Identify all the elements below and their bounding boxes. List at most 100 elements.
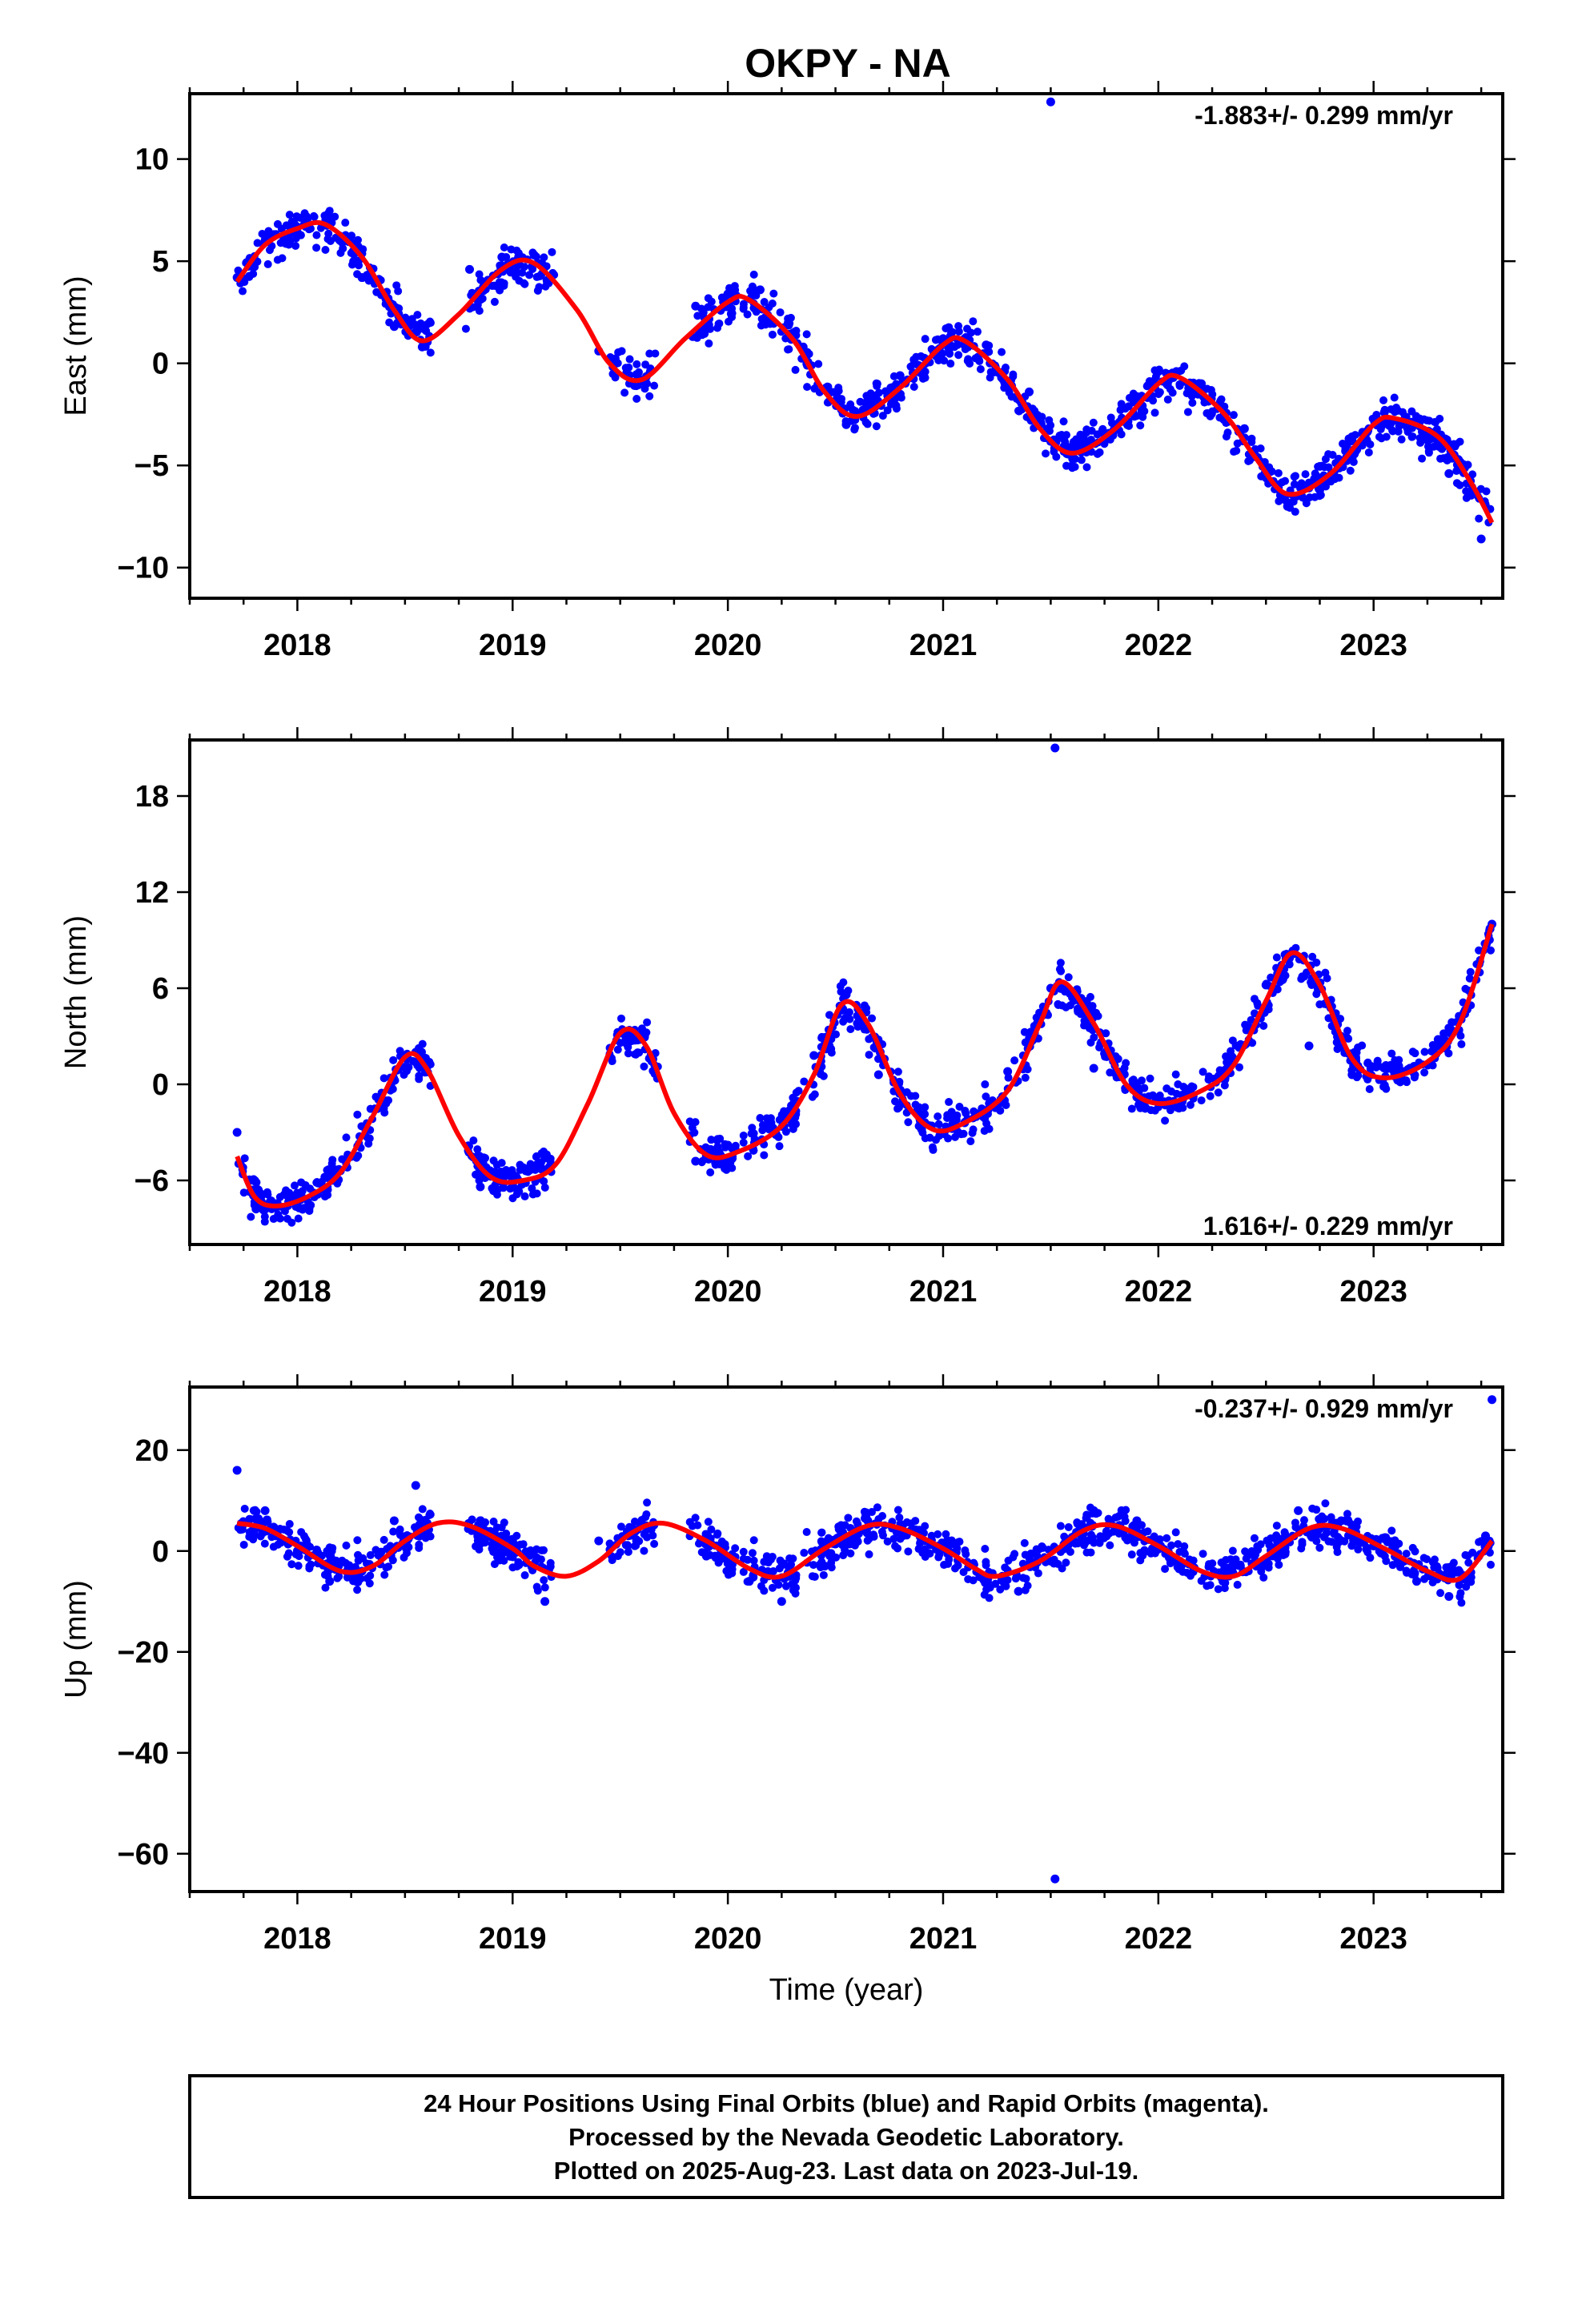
north-data-point bbox=[1347, 1070, 1357, 1080]
up-rate-label: -0.237+/- 0.929 mm/yr bbox=[1195, 1394, 1453, 1423]
north-x-tick-label: 2023 bbox=[1339, 1275, 1407, 1309]
footer-line-2: Processed by the Nevada Geodetic Laborat… bbox=[568, 2123, 1124, 2151]
north-data-point bbox=[691, 1156, 701, 1166]
up-data-point bbox=[508, 1536, 517, 1546]
footer-frame bbox=[188, 2074, 1504, 2199]
east-data-point bbox=[1197, 379, 1207, 388]
north-x-tick-label: 2021 bbox=[909, 1275, 978, 1309]
north-plot-frame bbox=[188, 738, 1504, 1246]
up-x-tick-label: 2020 bbox=[694, 1922, 762, 1956]
up-data-point bbox=[1294, 1506, 1303, 1515]
north-data-point bbox=[1175, 1102, 1185, 1112]
north-data-point bbox=[379, 1104, 388, 1113]
east-point-cloud bbox=[234, 207, 1495, 527]
up-data-point bbox=[1050, 1874, 1060, 1884]
north-data-point bbox=[1089, 1063, 1098, 1073]
up-data-point bbox=[325, 1577, 335, 1586]
east-plot-frame bbox=[188, 92, 1504, 600]
up-panel: 2018 2019 2020 2021 2022 2023 20 0 −20 −40 −60 Up (… bbox=[59, 1374, 1516, 2007]
east-data-point bbox=[1154, 367, 1163, 376]
east-data-point bbox=[465, 264, 475, 274]
east-y-tick-label: 0 bbox=[152, 348, 169, 381]
north-data-point bbox=[766, 1118, 776, 1128]
up-y-tick-label: −20 bbox=[118, 1636, 169, 1670]
north-y-axis-label: North (mm) bbox=[59, 915, 93, 1069]
up-y-axis-label: Up (mm) bbox=[59, 1580, 93, 1699]
north-data-point bbox=[1433, 1035, 1443, 1044]
east-data-point bbox=[529, 250, 539, 259]
east-x-tick-label: 2018 bbox=[263, 629, 331, 662]
up-data-point bbox=[1089, 1506, 1098, 1515]
up-x-axis-label: Time (year) bbox=[769, 1973, 924, 2007]
north-data-point bbox=[540, 1153, 550, 1163]
east-x-tick-label: 2023 bbox=[1339, 629, 1407, 662]
up-x-tick-label: 2022 bbox=[1125, 1922, 1193, 1956]
east-y-tick-label: 5 bbox=[152, 245, 169, 279]
east-data-point bbox=[841, 420, 851, 429]
up-x-tick-label: 2018 bbox=[263, 1922, 331, 1956]
east-y-tick-label: −10 bbox=[118, 552, 169, 585]
east-data-point bbox=[417, 342, 427, 352]
up-data-point bbox=[1411, 1577, 1421, 1586]
east-x-tick-label: 2020 bbox=[694, 629, 762, 662]
east-x-tick-label: 2022 bbox=[1125, 629, 1193, 662]
up-data-point bbox=[820, 1562, 829, 1571]
east-data-point bbox=[1046, 97, 1055, 107]
north-data-point bbox=[809, 1051, 819, 1060]
east-rate-label: -1.883+/- 0.299 mm/yr bbox=[1195, 101, 1453, 130]
east-data-point bbox=[389, 322, 399, 332]
east-data-point bbox=[1379, 408, 1389, 417]
east-fit-line bbox=[235, 219, 1495, 525]
footer-line-1: 24 Hour Positions Using Final Orbits (bl… bbox=[424, 2089, 1269, 2117]
north-y-tick-label: 18 bbox=[135, 780, 169, 814]
up-x-tick-label: 2019 bbox=[479, 1922, 547, 1956]
east-panel: 2018 2019 2020 2021 2022 2023 10 5 0 −5 −10 East (m… bbox=[59, 81, 1516, 662]
north-panel: 2018 2019 2020 2021 2022 2023 18 12 6 0 −6 North (m… bbox=[59, 727, 1516, 1309]
east-y-tick-label: 10 bbox=[135, 143, 169, 177]
up-data-point bbox=[476, 1516, 485, 1526]
north-fit-line bbox=[235, 923, 1495, 1209]
east-y-tick-label: −5 bbox=[135, 449, 169, 483]
north-rate-label: 1.616+/- 0.229 mm/yr bbox=[1203, 1212, 1453, 1240]
east-data-point bbox=[1025, 387, 1034, 396]
east-data-point bbox=[982, 340, 991, 350]
up-data-point bbox=[701, 1551, 711, 1561]
up-data-point bbox=[594, 1536, 604, 1546]
up-data-point bbox=[1336, 1516, 1346, 1526]
up-points bbox=[232, 1395, 1497, 1884]
north-x-tick-label: 2022 bbox=[1125, 1275, 1193, 1309]
north-y-tick-label: −6 bbox=[135, 1164, 169, 1198]
footer-box: 24 Hour Positions Using Final Orbits (bl… bbox=[188, 2074, 1504, 2199]
up-data-point bbox=[1480, 1531, 1490, 1541]
north-data-point bbox=[476, 1182, 485, 1192]
north-y-tick-label: 6 bbox=[152, 972, 169, 1006]
up-data-point bbox=[1046, 1556, 1055, 1566]
north-data-point bbox=[1304, 1041, 1314, 1051]
up-data-point bbox=[260, 1506, 270, 1515]
up-data-point bbox=[1132, 1516, 1142, 1526]
up-data-point bbox=[1488, 1395, 1497, 1405]
east-data-point bbox=[895, 371, 905, 380]
east-x-tick-label: 2021 bbox=[909, 629, 978, 662]
north-data-point bbox=[232, 1128, 242, 1137]
up-data-point bbox=[745, 1577, 754, 1586]
east-data-point bbox=[1476, 534, 1486, 544]
east-x-tick-label: 2019 bbox=[479, 629, 547, 662]
north-data-point bbox=[292, 1188, 302, 1198]
up-data-point bbox=[232, 1466, 242, 1475]
east-data-point bbox=[755, 285, 765, 295]
north-data-point bbox=[723, 1140, 733, 1150]
north-x-tick-label: 2018 bbox=[263, 1275, 331, 1309]
up-data-point bbox=[1014, 1586, 1023, 1596]
up-x-tick-label: 2021 bbox=[909, 1922, 978, 1956]
up-y-tick-label: 20 bbox=[135, 1434, 169, 1468]
east-data-point bbox=[1239, 424, 1249, 433]
north-data-point bbox=[841, 990, 851, 999]
east-y-axis-label: East (mm) bbox=[59, 275, 93, 416]
up-y-tick-label: 0 bbox=[152, 1535, 169, 1569]
up-data-point bbox=[982, 1577, 991, 1586]
north-data-point bbox=[917, 1124, 926, 1134]
up-fit-line bbox=[236, 1519, 1494, 1583]
north-data-point bbox=[1003, 1067, 1013, 1076]
